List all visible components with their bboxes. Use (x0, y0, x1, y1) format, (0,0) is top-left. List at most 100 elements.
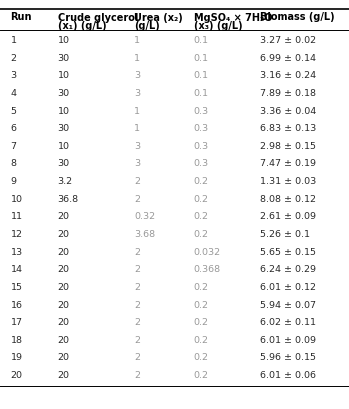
Text: 2.61 ± 0.09: 2.61 ± 0.09 (260, 212, 316, 221)
Text: 0.2: 0.2 (194, 335, 209, 344)
Text: 19: 19 (10, 353, 22, 362)
Text: (x₁) (g/L): (x₁) (g/L) (58, 21, 106, 31)
Text: 3.36 ± 0.04: 3.36 ± 0.04 (260, 106, 316, 115)
Text: 0.2: 0.2 (194, 317, 209, 326)
Text: 13: 13 (10, 247, 23, 256)
Text: 1: 1 (134, 54, 140, 63)
Text: 6.01 ± 0.12: 6.01 ± 0.12 (260, 282, 316, 291)
Text: Biomass (g/L): Biomass (g/L) (260, 12, 335, 22)
Text: 9: 9 (10, 177, 16, 186)
Text: 2: 2 (10, 54, 16, 63)
Text: 2: 2 (134, 317, 140, 326)
Text: 10: 10 (58, 36, 69, 45)
Text: 36.8: 36.8 (58, 194, 79, 203)
Text: 0.2: 0.2 (194, 212, 209, 221)
Text: 0.2: 0.2 (194, 370, 209, 379)
Text: 2: 2 (134, 194, 140, 203)
Text: 0.2: 0.2 (194, 194, 209, 203)
Text: 0.368: 0.368 (194, 265, 221, 274)
Text: 2: 2 (134, 353, 140, 362)
Text: 6.24 ± 0.29: 6.24 ± 0.29 (260, 265, 316, 274)
Text: 20: 20 (58, 335, 69, 344)
Text: 20: 20 (58, 370, 69, 379)
Text: 5.96 ± 0.15: 5.96 ± 0.15 (260, 353, 316, 362)
Text: (x₃) (g/L): (x₃) (g/L) (194, 21, 242, 31)
Text: 7: 7 (10, 142, 16, 151)
Text: 1.31 ± 0.03: 1.31 ± 0.03 (260, 177, 316, 186)
Text: 20: 20 (58, 282, 69, 291)
Text: 0.32: 0.32 (134, 212, 156, 221)
Text: 30: 30 (58, 159, 70, 168)
Text: 0.3: 0.3 (194, 142, 209, 151)
Text: 0.3: 0.3 (194, 106, 209, 115)
Text: 10: 10 (58, 106, 69, 115)
Text: 3.27 ± 0.02: 3.27 ± 0.02 (260, 36, 316, 45)
Text: 3.16 ± 0.24: 3.16 ± 0.24 (260, 71, 316, 80)
Text: 20: 20 (58, 317, 69, 326)
Text: 12: 12 (10, 229, 22, 238)
Text: (g/L): (g/L) (134, 21, 160, 31)
Text: 3: 3 (134, 159, 141, 168)
Text: 20: 20 (58, 353, 69, 362)
Text: 6.02 ± 0.11: 6.02 ± 0.11 (260, 317, 316, 326)
Text: 15: 15 (10, 282, 22, 291)
Text: 0.2: 0.2 (194, 282, 209, 291)
Text: 0.2: 0.2 (194, 300, 209, 309)
Text: 20: 20 (58, 212, 69, 221)
Text: 3: 3 (134, 89, 141, 98)
Text: 2: 2 (134, 370, 140, 379)
Text: 2: 2 (134, 335, 140, 344)
Text: Run: Run (10, 12, 32, 22)
Text: 6.01 ± 0.06: 6.01 ± 0.06 (260, 370, 316, 379)
Text: 20: 20 (58, 247, 69, 256)
Text: 0.2: 0.2 (194, 353, 209, 362)
Text: 6.83 ± 0.13: 6.83 ± 0.13 (260, 124, 316, 133)
Text: 0.2: 0.2 (194, 177, 209, 186)
Text: MgSO₄ × 7H₂O: MgSO₄ × 7H₂O (194, 13, 272, 23)
Text: 18: 18 (10, 335, 22, 344)
Text: 17: 17 (10, 317, 22, 326)
Text: 1: 1 (134, 124, 140, 133)
Text: 14: 14 (10, 265, 22, 274)
Text: 2: 2 (134, 265, 140, 274)
Text: 3: 3 (10, 71, 17, 80)
Text: 10: 10 (58, 71, 69, 80)
Text: 0.3: 0.3 (194, 159, 209, 168)
Text: 10: 10 (10, 194, 22, 203)
Text: 0.3: 0.3 (194, 124, 209, 133)
Text: 0.1: 0.1 (194, 54, 209, 63)
Text: 6.99 ± 0.14: 6.99 ± 0.14 (260, 54, 316, 63)
Text: 11: 11 (10, 212, 22, 221)
Text: 8.08 ± 0.12: 8.08 ± 0.12 (260, 194, 316, 203)
Text: 7.89 ± 0.18: 7.89 ± 0.18 (260, 89, 316, 98)
Text: 2: 2 (134, 300, 140, 309)
Text: 6.01 ± 0.09: 6.01 ± 0.09 (260, 335, 316, 344)
Text: 8: 8 (10, 159, 16, 168)
Text: 30: 30 (58, 54, 70, 63)
Text: 3.68: 3.68 (134, 229, 156, 238)
Text: 0.1: 0.1 (194, 71, 209, 80)
Text: 5.94 ± 0.07: 5.94 ± 0.07 (260, 300, 316, 309)
Text: 30: 30 (58, 124, 70, 133)
Text: 20: 20 (58, 265, 69, 274)
Text: 20: 20 (58, 229, 69, 238)
Text: 16: 16 (10, 300, 22, 309)
Text: Crude glycerol: Crude glycerol (58, 13, 138, 23)
Text: 20: 20 (10, 370, 22, 379)
Text: 5.65 ± 0.15: 5.65 ± 0.15 (260, 247, 316, 256)
Text: 20: 20 (58, 300, 69, 309)
Text: 0.1: 0.1 (194, 89, 209, 98)
Text: 1: 1 (134, 106, 140, 115)
Text: 5.26 ± 0.1: 5.26 ± 0.1 (260, 229, 310, 238)
Text: 10: 10 (58, 142, 69, 151)
Text: 4: 4 (10, 89, 16, 98)
Text: 0.2: 0.2 (194, 229, 209, 238)
Text: 6: 6 (10, 124, 16, 133)
Text: 2: 2 (134, 177, 140, 186)
Text: 3: 3 (134, 71, 141, 80)
Text: 1: 1 (134, 36, 140, 45)
Text: 2.98 ± 0.15: 2.98 ± 0.15 (260, 142, 316, 151)
Text: 2: 2 (134, 282, 140, 291)
Text: 3: 3 (134, 142, 141, 151)
Text: Urea (x₂): Urea (x₂) (134, 13, 183, 23)
